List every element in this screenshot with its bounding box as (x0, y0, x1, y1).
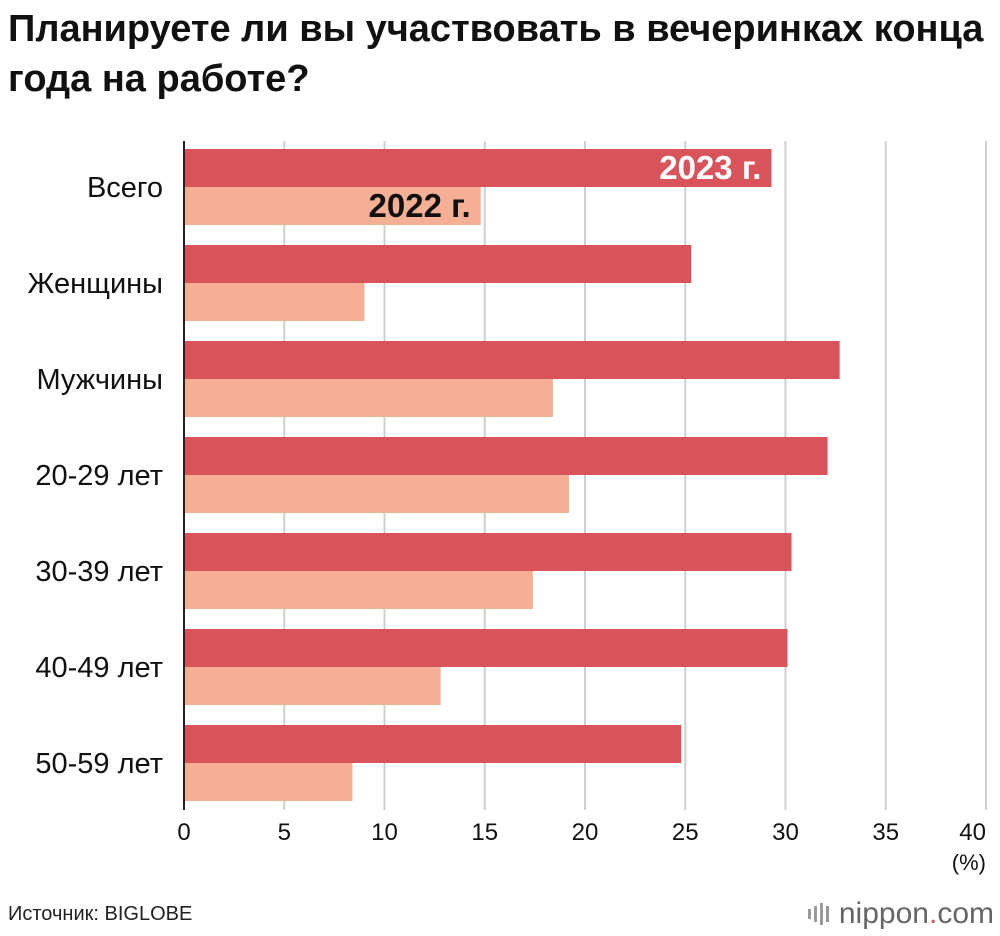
category-label: Мужчины (36, 364, 163, 396)
x-tick-label: 20 (572, 819, 599, 846)
category-label: Женщины (28, 268, 163, 300)
bar-2022 (184, 187, 481, 225)
x-tick-label: 0 (177, 819, 190, 846)
bar-2023 (184, 149, 772, 187)
bar-2023 (184, 437, 828, 475)
category-label: 40-49 лет (35, 652, 163, 684)
bar-2022 (184, 763, 353, 801)
legend-label-2023: 2023 г. (659, 149, 761, 186)
bar-2022 (184, 475, 569, 513)
category-label: 30-39 лет (35, 556, 163, 588)
category-label: Всего (87, 172, 163, 204)
chart-title: Планируете ли вы участвовать в вечеринка… (8, 8, 984, 100)
bar-2022 (184, 283, 365, 321)
x-tick-label: 5 (278, 819, 291, 846)
x-tick-label: 10 (371, 819, 398, 846)
bar-chart: Всего Женщины Мужчины 20-29 лет 30-39 лет 40-… (28, 141, 987, 875)
category-label: 50-59 лет (35, 748, 163, 780)
logo-dot: . (928, 897, 938, 930)
x-tick-label: 30 (772, 819, 799, 846)
logo-name: nippon (838, 897, 929, 930)
x-tick-label: 40 (959, 819, 986, 846)
bar-2022 (184, 667, 441, 705)
category-label: 20-29 лет (35, 460, 163, 492)
bar-2022 (184, 379, 553, 417)
x-tick-label: 15 (471, 819, 498, 846)
bar-2023 (184, 245, 692, 283)
bar-2022 (184, 571, 533, 609)
x-tick-label: 35 (872, 819, 899, 846)
bar-2023 (184, 533, 792, 571)
logo-tld: com (937, 897, 994, 930)
nippon-logo: nippon. com (807, 897, 994, 931)
bar-2023 (184, 725, 682, 763)
logo-mark-icon (807, 903, 829, 925)
x-tick-label: 25 (672, 819, 699, 846)
x-unit-label: (%) (952, 850, 986, 875)
legend-label-2022: 2022 г. (369, 187, 471, 224)
source-note: Источник: BIGLOBE (8, 903, 193, 925)
bar-2023 (184, 341, 840, 379)
bar-2023 (184, 629, 788, 667)
